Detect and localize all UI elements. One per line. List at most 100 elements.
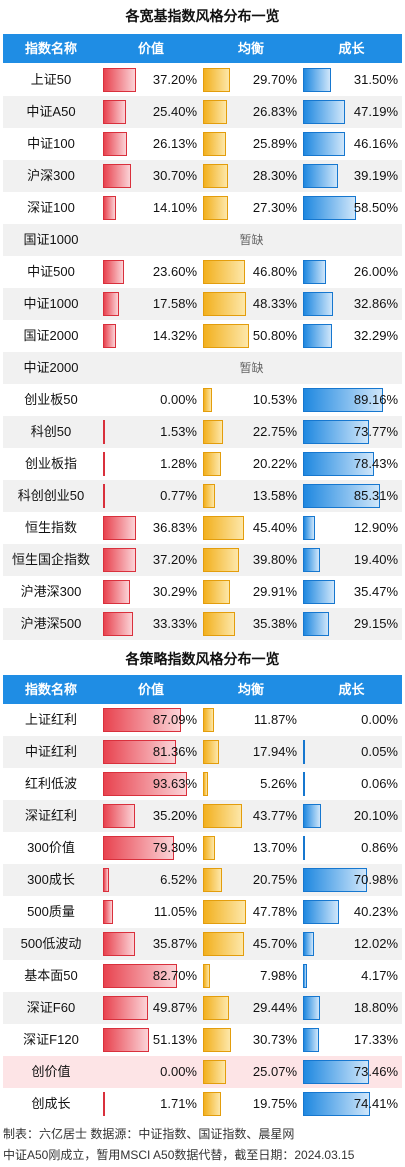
balance-label: 20.22%: [252, 456, 297, 471]
growth-bar: [303, 1060, 370, 1084]
value-label: 35.87%: [152, 936, 197, 951]
growth-label: 18.80%: [353, 1000, 398, 1015]
value-bar: [103, 196, 116, 220]
row-name: 中证1000: [23, 296, 79, 311]
value-label: 23.60%: [152, 264, 197, 279]
value-bar: [103, 516, 137, 540]
table-row: 深证F60 49.87% 29.44% 18.80%: [3, 992, 402, 1024]
value-label: 0.00%: [160, 1064, 197, 1079]
growth-cell: 32.86%: [301, 288, 402, 320]
value-bar: [103, 68, 137, 92]
section1-title: 各宽基指数风格分布一览: [125, 8, 280, 24]
balance-bar: [203, 900, 246, 924]
growth-cell: 12.90%: [301, 512, 402, 544]
balance-label: 25.07%: [252, 1064, 297, 1079]
balance-bar: [203, 548, 239, 572]
balance-bar: [203, 196, 228, 220]
growth-label: 70.98%: [353, 872, 398, 887]
row-name: 红利低波: [24, 776, 77, 791]
balance-cell: 47.78%: [201, 896, 301, 928]
growth-bar: [303, 196, 356, 220]
growth-label: 0.06%: [361, 776, 398, 791]
header-value: 价值: [137, 41, 164, 56]
balance-cell: 29.70%: [201, 64, 301, 96]
balance-label: 43.77%: [252, 808, 297, 823]
balance-label: 22.75%: [252, 424, 297, 439]
growth-label: 78.43%: [353, 456, 398, 471]
balance-bar: [203, 1060, 226, 1084]
value-cell: 26.13%: [101, 128, 201, 160]
balance-cell: 50.80%: [201, 320, 301, 352]
growth-label: 32.29%: [353, 328, 398, 343]
balance-label: 28.30%: [252, 168, 297, 183]
balance-bar: [203, 484, 216, 508]
growth-bar: [303, 100, 346, 124]
value-cell: 35.20%: [101, 800, 201, 832]
row-name: 500质量: [27, 904, 75, 919]
row-name: 沪深300: [27, 168, 75, 183]
growth-label: 12.90%: [353, 520, 398, 535]
growth-cell: 12.02%: [301, 928, 402, 960]
missing-label: 暂缺: [239, 361, 264, 375]
row-name: 科创50: [30, 424, 72, 439]
balance-cell: 25.07%: [201, 1056, 301, 1088]
table-row: 沪港深300 30.29% 29.91% 35.47%: [3, 576, 402, 608]
value-cell: 35.87%: [101, 928, 201, 960]
table-row: 上证红利 87.09% 11.87% 0.00%: [3, 704, 402, 736]
balance-bar: [203, 804, 243, 828]
growth-cell: 0.06%: [301, 768, 402, 800]
growth-cell: 17.33%: [301, 1024, 402, 1056]
balance-cell: 26.83%: [201, 96, 301, 128]
balance-bar: [203, 996, 230, 1020]
header-balance: 均衡: [237, 41, 264, 56]
table-row: 500低波动 35.87% 45.70% 12.02%: [3, 928, 402, 960]
growth-cell: 39.19%: [301, 160, 402, 192]
table-row: 中证1000 17.58% 48.33% 32.86%: [3, 288, 402, 320]
value-label: 11.05%: [153, 904, 197, 919]
value-cell: 6.52%: [101, 864, 201, 896]
balance-cell: 43.77%: [201, 800, 301, 832]
balance-label: 29.44%: [252, 1000, 297, 1015]
growth-label: 39.19%: [353, 168, 398, 183]
row-name: 中证100: [27, 136, 75, 151]
value-bar: [103, 900, 113, 924]
growth-bar: [303, 164, 339, 188]
balance-cell: 45.70%: [201, 928, 301, 960]
balance-label: 46.80%: [252, 264, 297, 279]
balance-bar: [203, 164, 229, 188]
value-bar: [103, 868, 109, 892]
growth-cell: 40.23%: [301, 896, 402, 928]
table-row: 红利低波 93.63% 5.26% 0.06%: [3, 768, 402, 800]
row-name: 国证2000: [23, 328, 79, 343]
growth-cell: 31.50%: [301, 64, 402, 96]
growth-bar: [303, 772, 305, 796]
value-bar: [103, 804, 135, 828]
balance-bar: [203, 100, 228, 124]
value-label: 14.10%: [152, 200, 197, 215]
balance-bar: [203, 452, 222, 476]
row-name: 中证A50: [26, 104, 76, 119]
growth-bar: [303, 452, 374, 476]
growth-cell: 0.86%: [301, 832, 402, 864]
row-name: 国证1000: [23, 232, 79, 247]
row-name: 中证500: [27, 264, 75, 279]
growth-cell: 74.41%: [301, 1088, 402, 1120]
balance-bar: [203, 772, 208, 796]
growth-label: 58.50%: [353, 200, 398, 215]
table-row: 科创创业50 0.77% 13.58% 85.31%: [3, 480, 402, 512]
growth-cell: 47.19%: [301, 96, 402, 128]
value-label: 35.20%: [152, 808, 197, 823]
value-bar: [103, 708, 182, 732]
row-name: 沪港深500: [20, 616, 82, 631]
row-name: 恒生国企指数: [11, 552, 90, 567]
header-value: 价值: [137, 682, 164, 697]
balance-bar: [203, 740, 220, 764]
value-label: 87.09%: [152, 712, 197, 727]
header-growth: 成长: [338, 682, 365, 697]
row-name: 恒生指数: [24, 520, 77, 535]
table-row: 恒生国企指数 37.20% 39.80% 19.40%: [3, 544, 402, 576]
growth-label: 40.23%: [353, 904, 398, 919]
value-cell: 30.70%: [101, 160, 201, 192]
balance-cell: 11.87%: [201, 704, 301, 736]
balance-cell: 46.80%: [201, 256, 301, 288]
